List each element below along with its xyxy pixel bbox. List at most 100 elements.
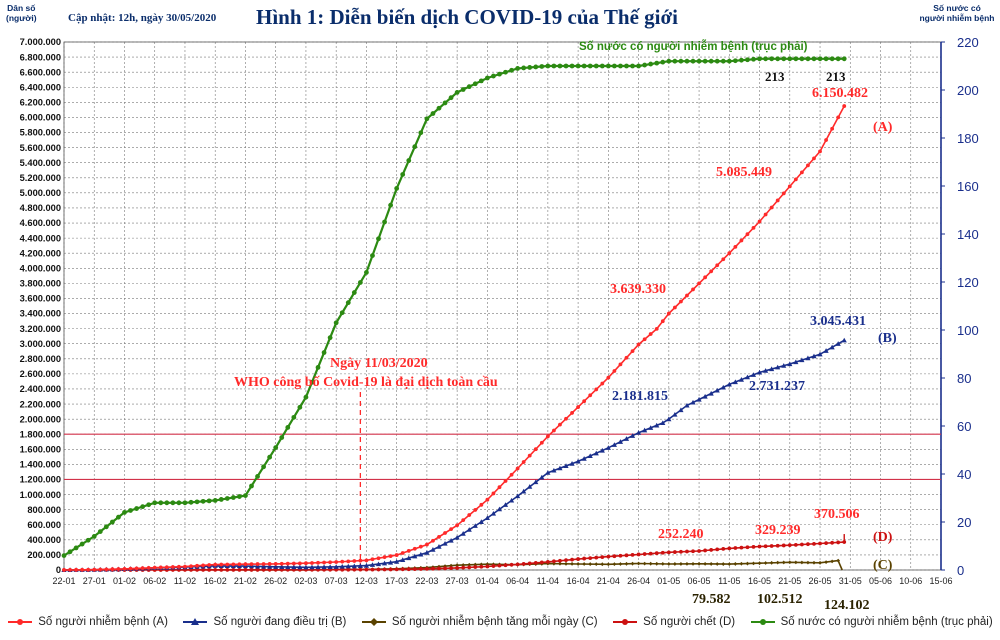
- data-point-B: [696, 396, 702, 402]
- x-tick-label: 06-04: [506, 576, 529, 586]
- data-point-A: [267, 562, 272, 566]
- data-point-E: [73, 545, 79, 551]
- x-tick-label: 05-06: [869, 576, 892, 586]
- data-point-B: [787, 361, 793, 367]
- data-point-E: [109, 519, 115, 525]
- data-point-E: [309, 379, 315, 385]
- data-point-D: [539, 560, 544, 565]
- data-point-B: [339, 563, 345, 569]
- data-point-A: [346, 559, 351, 564]
- data-point-C: [564, 561, 568, 566]
- data-point-B: [823, 348, 829, 353]
- data-point-D: [503, 563, 508, 568]
- data-point-A: [582, 399, 587, 404]
- left-tick-label: 1.200.000: [20, 475, 61, 485]
- left-tick-label: 1.400.000: [20, 460, 61, 470]
- data-point-D: [806, 542, 810, 547]
- x-tick-label: 11-05: [718, 576, 740, 586]
- data-point-B: [442, 541, 448, 546]
- left-tick-label: 6.800.000: [20, 52, 61, 62]
- data-point-B: [388, 559, 394, 565]
- right-tick-label: 40: [957, 467, 971, 482]
- data-point-D: [739, 545, 744, 550]
- data-point-C: [558, 561, 562, 566]
- data-point-C: [818, 560, 822, 565]
- data-point-D: [594, 555, 599, 560]
- data-point-D: [606, 554, 611, 559]
- data-point-D: [612, 554, 617, 559]
- data-point-D: [775, 543, 780, 548]
- data-point-D: [588, 556, 593, 560]
- data-point-E: [91, 534, 97, 539]
- data-point-C: [461, 563, 466, 567]
- data-point-A: [824, 138, 828, 142]
- data-point-E: [745, 57, 750, 63]
- x-tick-label: 27-01: [83, 576, 106, 586]
- data-point-A: [225, 562, 230, 567]
- left-tick-label: 4.000.000: [20, 263, 61, 273]
- data-point-E: [279, 435, 285, 440]
- annotation-label: (D): [873, 530, 893, 545]
- data-point-D: [545, 559, 550, 564]
- data-point-E: [267, 454, 273, 460]
- data-point-A: [412, 546, 417, 551]
- data-point-B: [515, 493, 521, 499]
- annotation-label: 5.085.449: [716, 165, 772, 180]
- data-point-A: [527, 453, 532, 458]
- data-point-E: [394, 186, 400, 191]
- data-point-E: [206, 498, 212, 504]
- data-point-C: [721, 562, 726, 566]
- data-point-A: [672, 305, 677, 310]
- data-point-E: [829, 56, 835, 62]
- data-point-B: [835, 341, 841, 346]
- data-point-D: [485, 564, 490, 569]
- annotation-label: 124.102: [824, 598, 870, 613]
- data-point-D: [267, 567, 272, 572]
- data-point-E: [466, 84, 472, 90]
- left-tick-label: 1.800.000: [20, 429, 61, 439]
- data-point-D: [201, 567, 206, 572]
- data-point-D: [346, 567, 351, 572]
- data-point-D: [763, 544, 768, 549]
- data-point-D: [358, 567, 363, 572]
- data-point-C: [757, 561, 762, 566]
- data-point-E: [158, 500, 164, 506]
- data-point-D: [552, 559, 556, 564]
- series-line-E: [63, 57, 845, 557]
- right-tick-label: 220: [957, 35, 979, 50]
- data-point-B: [502, 502, 509, 507]
- data-point-B: [690, 399, 696, 405]
- data-point-A: [128, 566, 133, 571]
- data-point-A: [630, 349, 635, 354]
- data-point-D: [225, 567, 230, 572]
- data-point-D: [648, 551, 653, 556]
- x-tick-label: 21-04: [597, 576, 620, 586]
- data-point-A: [600, 381, 605, 386]
- legend: Số người nhiễm bệnh (A) Số người đang điề…: [0, 608, 1000, 636]
- data-point-B: [623, 436, 630, 441]
- right-axis-title-line1: Số nước có: [933, 3, 981, 13]
- data-point-A: [467, 513, 472, 517]
- updated-label: Cập nhật: 12h, ngày 30/05/2020: [68, 12, 217, 24]
- x-tick-label: 15-06: [929, 576, 952, 586]
- data-point-B: [672, 411, 678, 417]
- data-point-B: [430, 547, 436, 552]
- data-point-A: [691, 287, 695, 292]
- legend-label-E: Số nước có người nhiễm bệnh (trục phải): [780, 616, 993, 628]
- left-tick-label: 6.600.000: [20, 67, 61, 77]
- data-point-B: [381, 560, 388, 566]
- data-point-D: [781, 543, 786, 548]
- data-point-C: [636, 561, 641, 566]
- data-point-E: [67, 549, 73, 555]
- data-point-E: [503, 69, 508, 75]
- left-tick-label: 2.200.000: [20, 399, 61, 409]
- data-point-A: [164, 565, 169, 570]
- data-point-D: [261, 567, 266, 572]
- right-tick-label: 120: [957, 275, 979, 290]
- data-point-D: [255, 567, 260, 572]
- data-point-D: [830, 540, 835, 545]
- data-point-A: [679, 299, 683, 304]
- data-point-D: [715, 547, 720, 552]
- data-point-E: [345, 300, 351, 306]
- data-point-B: [303, 564, 309, 570]
